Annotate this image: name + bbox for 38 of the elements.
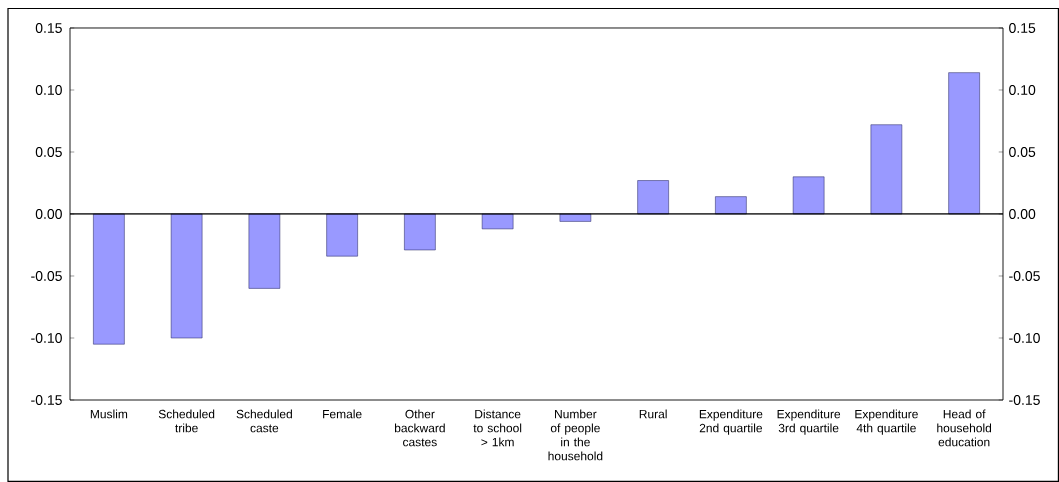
x-tick-label: Expenditure 2nd quartile bbox=[699, 409, 763, 435]
y-tick-label: 0.00 bbox=[35, 209, 62, 219]
bar bbox=[715, 196, 747, 215]
bar bbox=[559, 213, 592, 222]
y2-tick-label: 0.15 bbox=[1009, 23, 1036, 33]
bar bbox=[93, 213, 125, 345]
x-tick-label: Expenditure 3rd quartile bbox=[777, 409, 841, 435]
bar bbox=[326, 213, 358, 257]
y2-tick-label: 0.00 bbox=[1009, 209, 1036, 219]
bar bbox=[248, 213, 281, 289]
y-tick-label: 0.10 bbox=[35, 85, 62, 95]
bar bbox=[948, 72, 980, 215]
x-tick-label: Scheduled tribe bbox=[158, 409, 215, 433]
x-tick-label: Number of people in the household bbox=[548, 409, 603, 461]
y2-tick-label: -0.05 bbox=[1009, 271, 1040, 281]
x-tick-label: Rural bbox=[639, 409, 667, 419]
bar bbox=[792, 176, 825, 215]
y-tick-label: -0.10 bbox=[31, 333, 62, 343]
y2-tick-label: 0.10 bbox=[1009, 85, 1036, 95]
y-tick-label: -0.05 bbox=[31, 271, 62, 281]
bar bbox=[481, 213, 514, 230]
y2-tick-label: -0.15 bbox=[1009, 395, 1040, 405]
y-tick-label: 0.15 bbox=[35, 23, 62, 33]
x-tick-label: Muslim bbox=[90, 409, 128, 419]
x-tick-label: Scheduled caste bbox=[236, 409, 292, 433]
y-tick-label: 0.05 bbox=[35, 147, 62, 157]
bar bbox=[170, 213, 203, 339]
y-tick-label: -0.15 bbox=[31, 395, 62, 405]
x-tick-label: Head of household education bbox=[937, 409, 992, 447]
bar bbox=[870, 124, 903, 215]
x-tick-label: Distance to school > 1km bbox=[473, 409, 522, 447]
y2-tick-label: 0.05 bbox=[1009, 147, 1036, 157]
x-tick-label: Expenditure 4th quartile bbox=[855, 409, 918, 435]
y2-tick-label: -0.10 bbox=[1009, 333, 1040, 343]
x-tick-label: Female bbox=[323, 409, 362, 419]
bar bbox=[404, 213, 436, 251]
x-tick-label: Other backward castes bbox=[394, 409, 445, 447]
bar bbox=[637, 180, 669, 215]
